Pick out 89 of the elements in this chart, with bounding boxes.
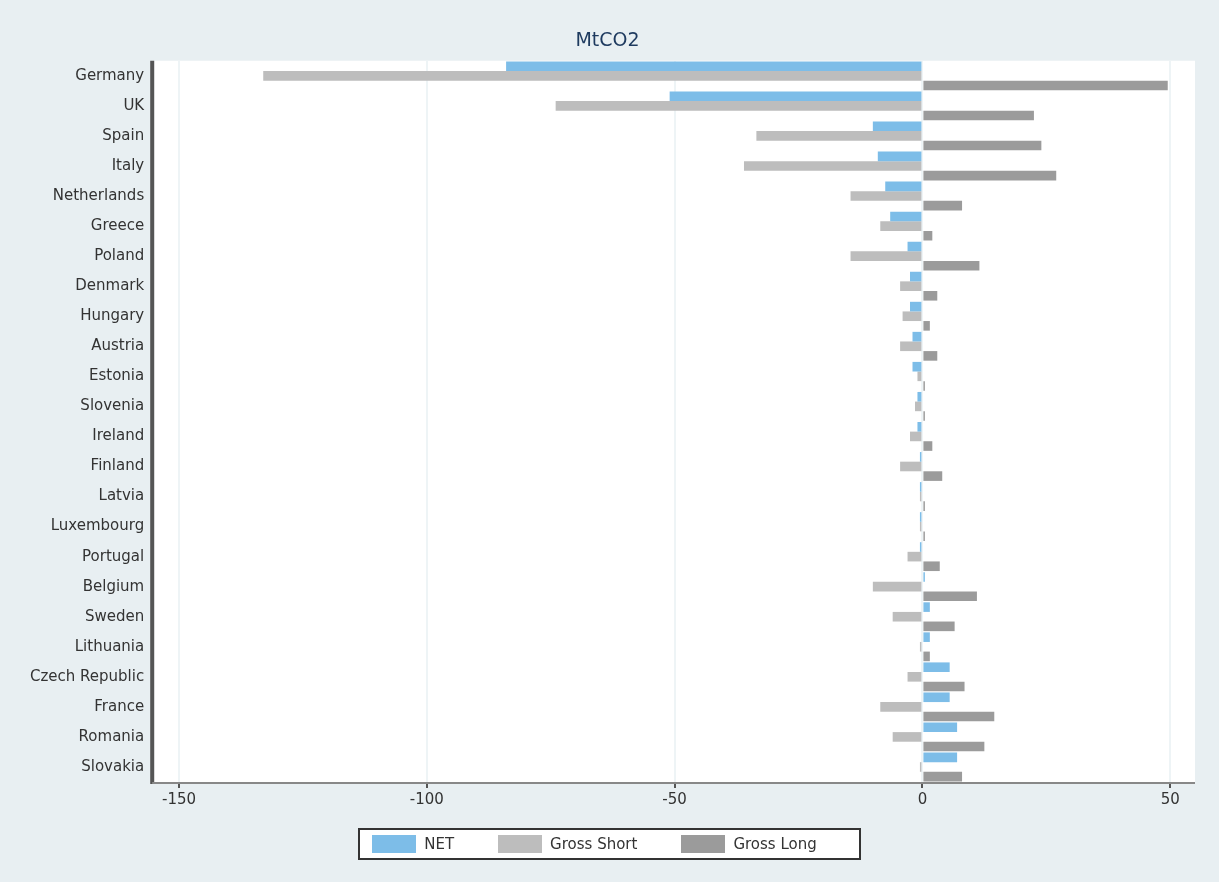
bar [872, 121, 922, 132]
y-tick-label: Germany [75, 65, 145, 84]
bar [923, 752, 958, 763]
y-tick-label: Ireland [92, 426, 145, 445]
bar [923, 662, 950, 673]
y-tick-label: Slovakia [81, 756, 145, 775]
bar [923, 351, 938, 361]
bar [923, 110, 1034, 121]
bar [756, 131, 922, 141]
bar [912, 331, 922, 342]
x-tick-label: -100 [409, 789, 444, 808]
legend-label: Gross Long [733, 835, 817, 853]
y-tick-label: Austria [91, 336, 145, 355]
y-tick-label: Portugal [82, 546, 145, 565]
bar [923, 741, 985, 752]
bar [923, 692, 950, 703]
y-tick-label: Spain [102, 125, 145, 144]
y-tick-label: Netherlands [52, 185, 145, 204]
bar [555, 101, 922, 111]
bar [902, 311, 922, 322]
bar [923, 170, 1057, 181]
bar [923, 711, 995, 722]
bar [850, 191, 922, 201]
bar [910, 301, 922, 312]
bar [917, 371, 922, 382]
bar [923, 321, 930, 331]
y-tick-label: Denmark [75, 276, 145, 295]
x-tick-label: 50 [1160, 789, 1180, 808]
bar [880, 221, 922, 231]
bar [669, 91, 922, 102]
bar [907, 672, 922, 682]
bar [880, 702, 922, 712]
bar [892, 611, 922, 622]
bar [892, 732, 922, 742]
bar [923, 471, 943, 481]
bar [885, 181, 922, 192]
bar [923, 651, 930, 662]
y-tick-label: Greece [90, 215, 145, 234]
bar [923, 441, 933, 451]
y-tick-label: Lithuania [74, 636, 145, 655]
y-tick-label: Latvia [98, 486, 145, 505]
y-tick-label: Romania [78, 726, 145, 745]
bar [263, 71, 922, 81]
bar [923, 140, 1042, 151]
bar [923, 260, 980, 271]
bar [900, 341, 922, 352]
bar [923, 230, 933, 241]
bar [890, 211, 922, 222]
y-tick-label: Slovenia [80, 396, 145, 415]
bar [917, 422, 922, 432]
bar [923, 561, 940, 572]
bar [923, 290, 938, 301]
bar [872, 581, 922, 592]
bar [910, 271, 922, 282]
y-tick-label: Sweden [84, 606, 145, 625]
y-tick-label: Hungary [80, 306, 145, 325]
bar [912, 361, 922, 372]
bar [923, 200, 963, 211]
bar [923, 722, 958, 733]
bar [900, 281, 922, 291]
y-tick-label: Luxembourg [50, 516, 145, 535]
bar [743, 161, 922, 171]
bar [923, 632, 930, 642]
y-tick-label: Poland [94, 246, 145, 265]
bar [850, 251, 922, 261]
y-tick-label: France [94, 696, 145, 715]
bar [917, 391, 922, 402]
legend-label: NET [424, 835, 455, 853]
bar [506, 61, 922, 72]
bar [923, 621, 955, 632]
bar [923, 80, 1168, 91]
bar [923, 771, 963, 782]
y-tick-label: UK [123, 95, 146, 114]
bar [877, 151, 922, 162]
chart-title: MtCO2 [575, 28, 640, 51]
legend-label: Gross Short [550, 835, 638, 853]
y-tick-label: Belgium [82, 576, 145, 595]
y-tick-label: Estonia [88, 366, 145, 385]
y-tick-label: Finland [90, 456, 145, 475]
bar [910, 431, 922, 442]
x-tick-label: -50 [662, 789, 687, 808]
bar [900, 461, 922, 472]
y-tick-label: Czech Republic [29, 666, 145, 685]
bar [923, 681, 965, 692]
x-tick-label: -150 [161, 789, 197, 808]
x-tick-label: 0 [917, 789, 928, 808]
y-tick-label: Italy [111, 155, 145, 174]
bar [923, 591, 977, 602]
bar [923, 602, 930, 612]
